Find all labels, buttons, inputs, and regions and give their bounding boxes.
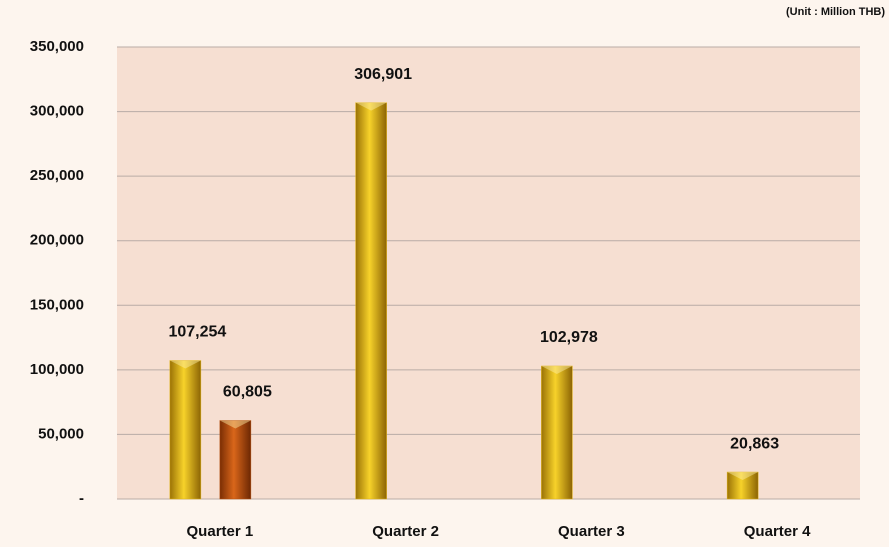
- bar-bevel: [727, 472, 759, 481]
- bar-bevel: [541, 366, 573, 375]
- y-tick-label: 200,000: [30, 232, 84, 249]
- value-label: 306,901: [354, 66, 412, 83]
- bar: [169, 360, 202, 500]
- y-tick-label: 250,000: [30, 167, 84, 184]
- y-tick-label: 100,000: [30, 361, 84, 378]
- y-tick-label: -: [79, 490, 84, 507]
- x-tick-label: Quarter 2: [372, 523, 439, 540]
- y-tick-label: 150,000: [30, 296, 84, 313]
- bar: [219, 420, 252, 500]
- bar-bevel: [219, 420, 251, 429]
- unit-note: (Unit : Million THB): [786, 6, 885, 18]
- bar: [355, 102, 387, 500]
- bar: [726, 471, 759, 500]
- bar-bevel: [355, 102, 387, 111]
- x-tick-label: Quarter 3: [558, 523, 625, 540]
- value-label: 107,254: [168, 324, 226, 341]
- value-label: 60,805: [223, 384, 272, 401]
- bar: [541, 365, 573, 500]
- y-tick-label: 50,000: [38, 425, 84, 442]
- bar-bevel: [169, 360, 201, 369]
- x-tick-label: Quarter 1: [187, 523, 254, 540]
- value-label: 102,978: [540, 329, 598, 346]
- value-label: 20,863: [730, 435, 779, 452]
- x-tick-label: Quarter 4: [744, 523, 811, 540]
- y-tick-label: 300,000: [30, 103, 84, 120]
- y-tick-label: 350,000: [30, 38, 84, 55]
